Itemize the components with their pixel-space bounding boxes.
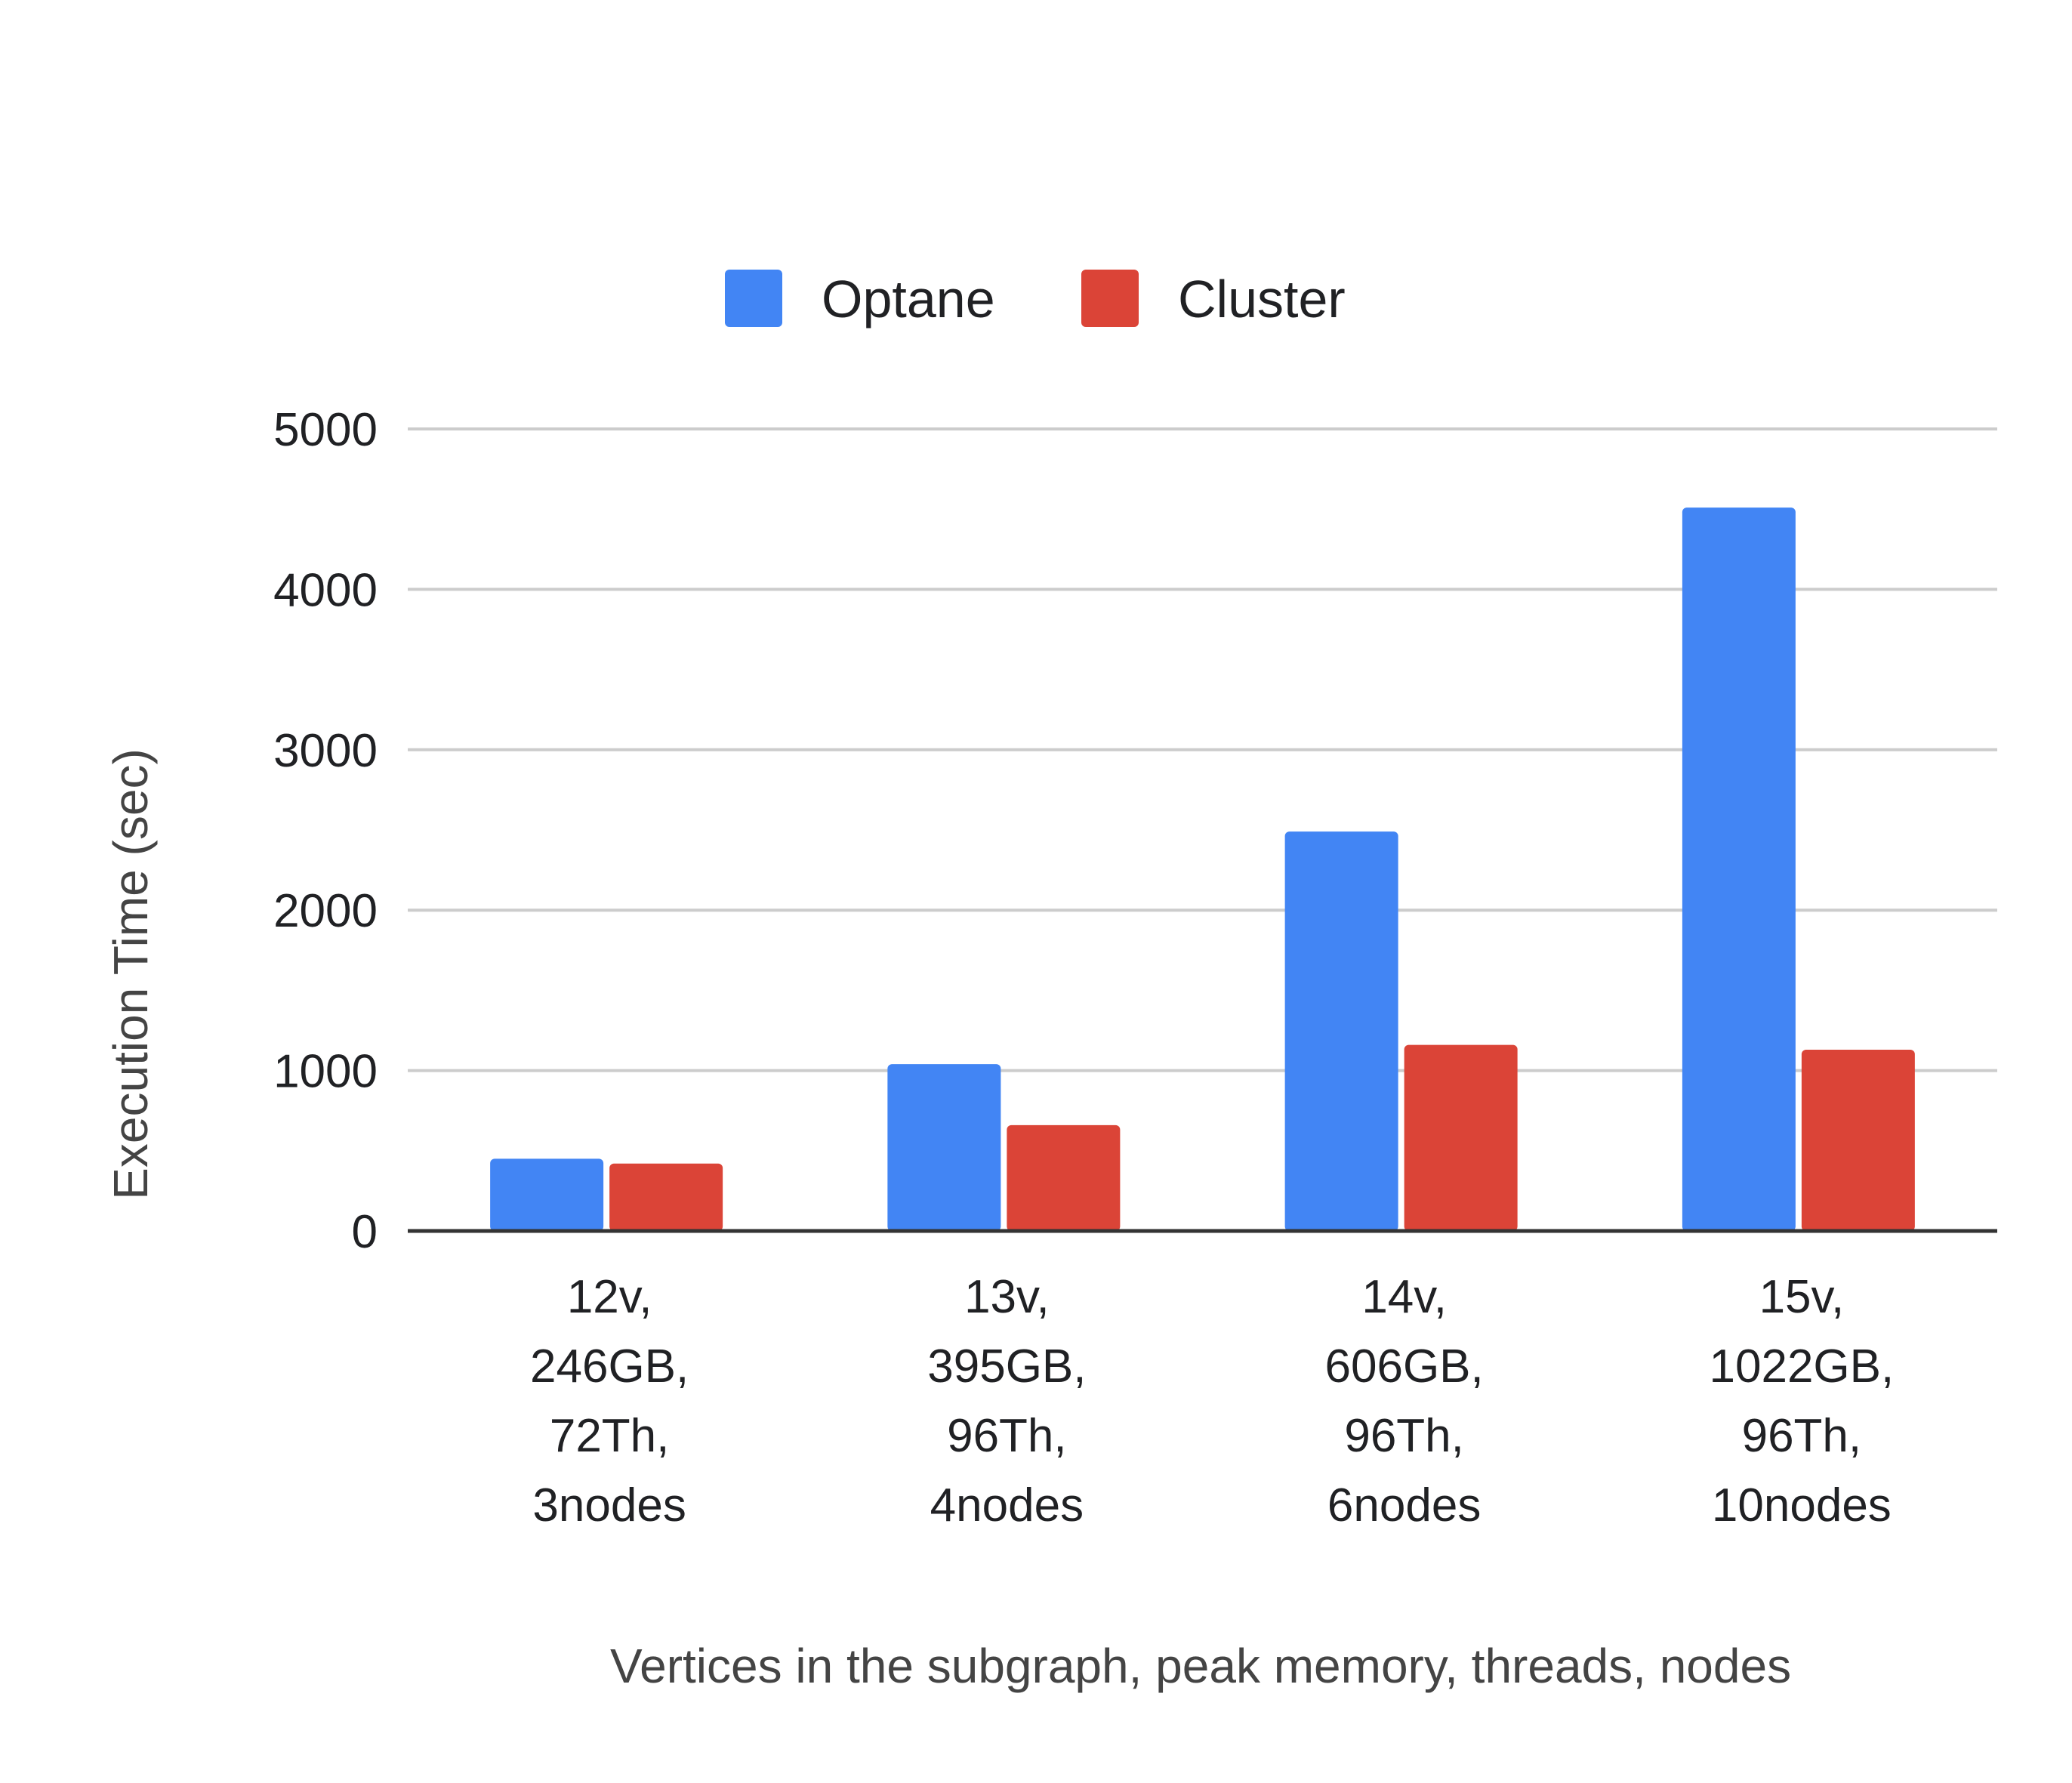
- x-category-label: 96Th,: [947, 1410, 1067, 1462]
- y-axis-title: Execution Time (sec): [103, 748, 158, 1200]
- bar-optane-0: [490, 1158, 604, 1231]
- bar-optane-3: [1682, 507, 1796, 1231]
- x-category-label: 12v,: [567, 1271, 652, 1323]
- y-tick-label: 4000: [273, 564, 378, 616]
- bar-cluster-2: [1404, 1044, 1518, 1231]
- legend-label-cluster: Cluster: [1178, 270, 1346, 329]
- legend-swatch-cluster: [1081, 270, 1139, 327]
- legend-swatch-optane: [725, 270, 782, 327]
- bars: [490, 507, 1915, 1231]
- bar-optane-2: [1284, 831, 1398, 1231]
- x-category-label: 72Th,: [550, 1410, 670, 1462]
- x-category-label: 606GB,: [1325, 1340, 1484, 1393]
- y-tick-label: 2000: [273, 885, 378, 937]
- bar-cluster-1: [1007, 1124, 1121, 1231]
- x-category-label: 96Th,: [1344, 1410, 1464, 1462]
- x-category-label: 1022GB,: [1710, 1340, 1895, 1393]
- y-axis-ticks: 0 1000 2000 3000 4000 5000: [273, 404, 378, 1258]
- y-tick-label: 0: [352, 1206, 378, 1258]
- x-category-label: 14v,: [1361, 1271, 1447, 1323]
- x-axis-title: Vertices in the subgraph, peak memory, t…: [610, 1639, 1791, 1693]
- x-category-label: 10nodes: [1712, 1479, 1892, 1532]
- legend-label-optane: Optane: [822, 270, 995, 329]
- x-category-label: 15v,: [1759, 1271, 1845, 1323]
- x-axis-categories: 12v, 246GB, 72Th, 3nodes 13v, 395GB, 96Th, 4nod…: [530, 1271, 1894, 1532]
- x-category-label: 96Th,: [1742, 1410, 1862, 1462]
- x-category-label: 3nodes: [532, 1479, 686, 1532]
- y-tick-label: 5000: [273, 404, 378, 456]
- x-category-label: 13v,: [964, 1271, 1050, 1323]
- x-category-label: 395GB,: [927, 1340, 1086, 1393]
- x-category-label: 6nodes: [1327, 1479, 1481, 1532]
- bar-cluster-3: [1801, 1049, 1915, 1231]
- x-category-label: 4nodes: [930, 1479, 1084, 1532]
- y-tick-label: 1000: [273, 1046, 378, 1098]
- y-tick-label: 3000: [273, 725, 378, 777]
- bar-optane-1: [887, 1064, 1001, 1231]
- bar-cluster-0: [609, 1163, 723, 1231]
- legend: Optane Cluster: [725, 270, 1346, 329]
- x-category-label: 246GB,: [530, 1340, 689, 1393]
